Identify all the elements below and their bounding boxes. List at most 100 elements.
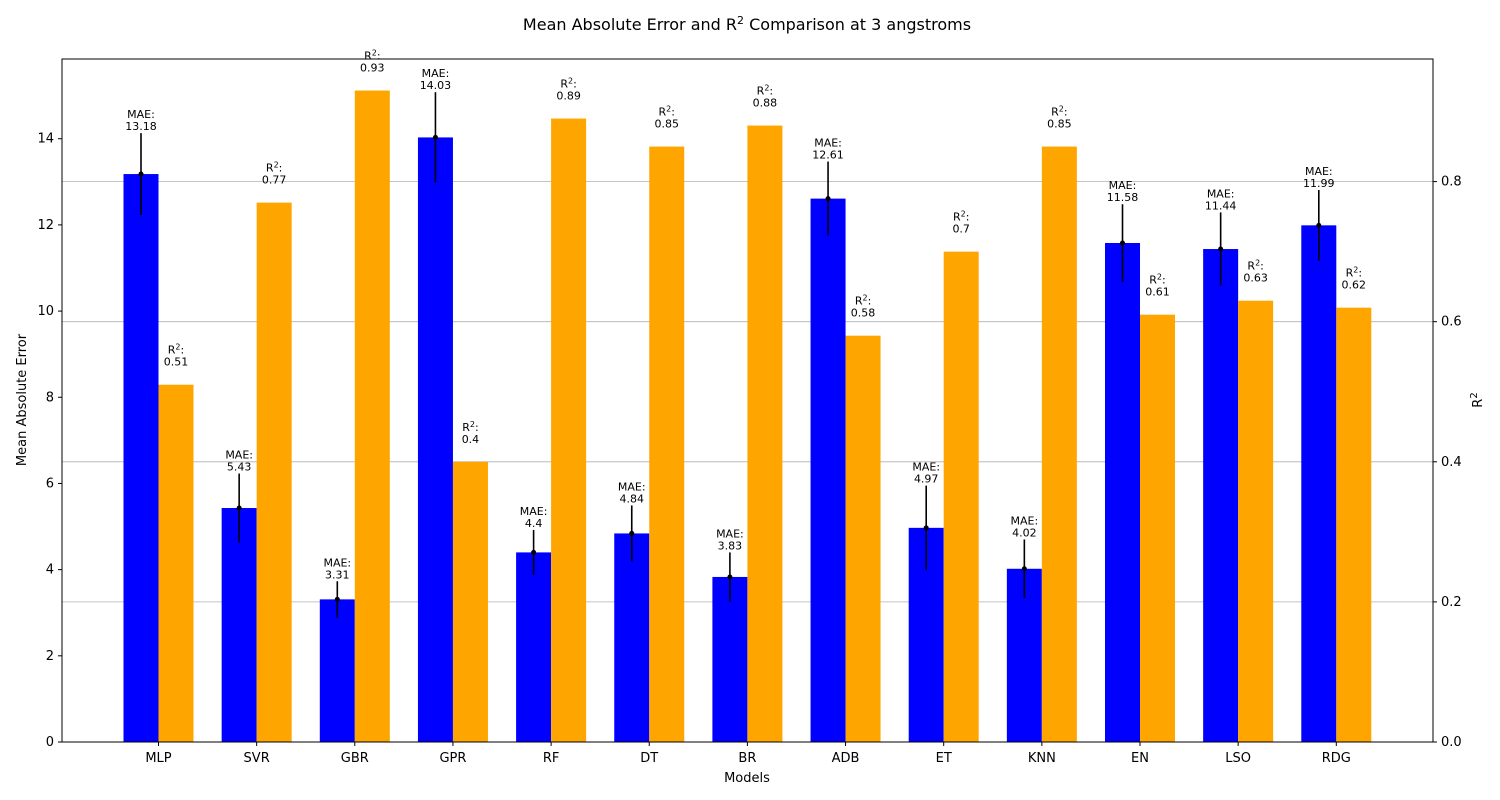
- mae-bar: [221, 508, 257, 742]
- mae-label-prefix: MAE:: [912, 461, 940, 474]
- error-bar-point: [727, 574, 733, 580]
- right-tick-label: 0.4: [1441, 455, 1462, 470]
- mae-label-value: 14.03: [420, 79, 452, 92]
- x-tick-label: LSO: [1225, 751, 1251, 766]
- error-bar-point: [923, 525, 929, 531]
- mae-bar: [1203, 249, 1239, 742]
- mae-bar: [614, 533, 650, 742]
- mae-label-prefix: MAE:: [127, 108, 155, 121]
- mae-bar: [712, 576, 748, 742]
- r2-label-prefix: R2:: [855, 294, 871, 308]
- mae-label-value: 12.61: [812, 149, 844, 162]
- x-tick-label: SVR: [244, 751, 270, 766]
- r2-label-prefix: R2:: [1051, 105, 1067, 119]
- r2-label-prefix: R2:: [364, 49, 380, 63]
- r2-bar: [1238, 300, 1274, 742]
- r2-label-value: 0.89: [556, 90, 581, 103]
- mae-label-prefix: MAE:: [618, 480, 646, 493]
- r2-label-value: 0.62: [1342, 279, 1367, 292]
- mae-label-value: 13.18: [125, 120, 157, 133]
- r2-label-value: 0.85: [1047, 118, 1072, 131]
- mae-label-prefix: MAE:: [225, 449, 253, 462]
- r2-label-prefix: R2:: [757, 84, 773, 98]
- r2-label-prefix: R2:: [953, 210, 969, 224]
- right-tick-label: 0.8: [1441, 175, 1462, 190]
- x-tick-label: GBR: [341, 751, 369, 766]
- bar-labels: MAE:13.18R2:0.51MAE:5.43R2:0.77MAE:3.31R…: [125, 49, 1366, 582]
- mae-label-prefix: MAE:: [520, 505, 548, 518]
- mae-label-prefix: MAE:: [323, 556, 351, 569]
- x-tick-label: RF: [543, 751, 560, 766]
- x-tick-label: BR: [738, 751, 756, 766]
- x-tick-label: EN: [1131, 751, 1149, 766]
- left-axis-title: Mean Absolute Error: [15, 333, 30, 466]
- right-tick-label: 0.2: [1441, 595, 1462, 610]
- r2-bar: [1140, 314, 1175, 742]
- mae-bar: [417, 137, 453, 742]
- r2-bar: [1336, 307, 1372, 742]
- r2-label-prefix: R2:: [462, 420, 478, 434]
- bars: [123, 90, 1372, 743]
- left-tick-label: 12: [37, 218, 54, 233]
- x-tick-label: KNN: [1028, 751, 1056, 766]
- error-bar-point: [334, 596, 340, 602]
- mae-bar: [516, 552, 552, 742]
- r2-label-value: 0.77: [262, 174, 287, 187]
- r2-label-prefix: R2:: [266, 161, 282, 175]
- x-tick-label: DT: [640, 751, 658, 766]
- error-bars: [138, 92, 1322, 618]
- error-bar-point: [1316, 222, 1322, 228]
- r2-label-prefix: R2:: [560, 77, 576, 91]
- x-tick-label: RDG: [1322, 751, 1351, 766]
- error-bar-point: [138, 171, 144, 177]
- r2-label-prefix: R2:: [1346, 266, 1362, 280]
- mae-label-value: 4.97: [914, 473, 939, 486]
- right-tick-label: 0.0: [1441, 735, 1462, 750]
- r2-label-value: 0.4: [462, 433, 480, 446]
- mae-bar: [1301, 225, 1337, 742]
- error-bar-point: [432, 134, 438, 140]
- chart-title: Mean Absolute Error and R2 Comparison at…: [523, 14, 971, 34]
- x-tick-label: ET: [936, 751, 952, 766]
- r2-bar: [943, 251, 979, 742]
- mae-label-prefix: MAE:: [1305, 165, 1333, 178]
- mae-bar: [123, 174, 159, 742]
- x-axis-title: Models: [724, 771, 770, 786]
- r2-bar: [452, 461, 488, 742]
- left-tick-label: 0: [46, 735, 54, 750]
- error-bar-point: [825, 196, 831, 202]
- r2-label-value: 0.7: [952, 223, 970, 236]
- mae-label-prefix: MAE:: [814, 137, 842, 150]
- mae-label-prefix: MAE:: [716, 527, 744, 540]
- r2-label-prefix: R2:: [1247, 259, 1263, 273]
- error-bar-point: [1218, 246, 1224, 252]
- r2-bar: [551, 118, 587, 743]
- mae-bar: [810, 198, 846, 743]
- r2-label-prefix: R2:: [1149, 273, 1165, 287]
- r2-bar: [747, 125, 783, 743]
- r2-bar: [845, 335, 881, 742]
- mae-label-value: 3.31: [325, 568, 350, 581]
- mae-label-value: 4.02: [1012, 526, 1037, 539]
- mae-label-value: 4.84: [620, 492, 645, 505]
- left-axis: 0 2 4 6 8 10 12 14: [37, 132, 62, 750]
- left-tick-label: 10: [37, 304, 54, 319]
- right-axis-title: R2: [1469, 392, 1486, 407]
- x-tick-label: GPR: [439, 751, 466, 766]
- mae-label-value: 3.83: [718, 539, 743, 552]
- r2-label-value: 0.61: [1145, 286, 1170, 299]
- x-tick-label: ADB: [832, 751, 860, 766]
- error-bar-point: [1120, 240, 1125, 246]
- left-tick-label: 14: [37, 132, 54, 147]
- r2-label-value: 0.51: [164, 356, 189, 369]
- right-tick-label: 0.6: [1441, 315, 1462, 330]
- error-bar-point: [236, 505, 242, 511]
- mae-label-prefix: MAE:: [1109, 179, 1137, 192]
- r2-label-prefix: R2:: [659, 105, 675, 119]
- mae-label-value: 5.43: [227, 461, 252, 474]
- x-tick-label: MLP: [145, 751, 171, 766]
- left-tick-label: 2: [46, 649, 54, 664]
- left-tick-label: 8: [46, 390, 54, 405]
- r2-label-value: 0.58: [851, 307, 876, 320]
